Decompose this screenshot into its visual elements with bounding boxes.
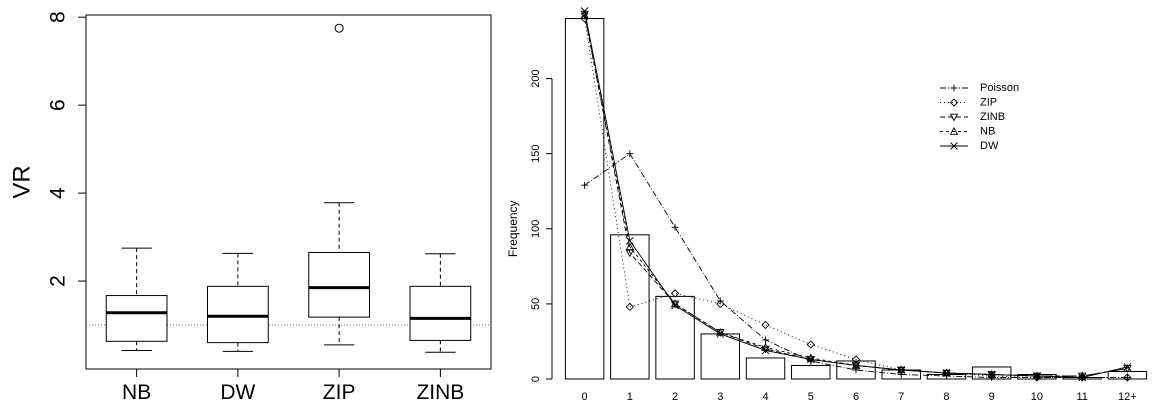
legend-label: DW	[980, 140, 999, 152]
box-iqr	[409, 285, 472, 341]
box-iqr	[207, 285, 269, 344]
series-point	[761, 320, 770, 330]
legend-marker	[949, 127, 959, 135]
x-tick-label: ZIP	[323, 381, 356, 404]
y-tick-label: 100	[530, 220, 542, 238]
y-tick-label: 150	[530, 145, 542, 163]
series-dw	[580, 7, 1132, 382]
x-tick-label: ZINB	[416, 381, 464, 404]
series-point	[671, 301, 679, 310]
frequency-bar	[700, 333, 741, 380]
series-point	[671, 223, 679, 231]
legend: Poisson ZIP ZINB NB DW	[940, 82, 1019, 152]
x-tick-label: NB	[122, 381, 151, 404]
x-tick-label: 10	[1031, 391, 1043, 403]
series-point	[852, 361, 860, 370]
series-line	[584, 15, 1128, 377]
y-tick-label: 50	[530, 298, 542, 310]
y-tick-label: 0	[530, 376, 542, 382]
x-tick-label: 0	[582, 391, 588, 403]
box-zinb	[409, 253, 472, 353]
series-point	[1123, 363, 1132, 371]
series-point	[670, 289, 680, 298]
frequency-bar	[745, 357, 786, 380]
series-point	[762, 336, 770, 344]
series-point	[897, 366, 906, 374]
legend-marker	[950, 84, 958, 92]
y-tick-label: 200	[530, 69, 542, 87]
series-point	[580, 7, 589, 15]
series-point	[806, 340, 815, 349]
box-iqr	[105, 295, 168, 342]
outlier-point	[334, 23, 344, 33]
legend-marker	[950, 142, 958, 150]
box-dw	[207, 252, 269, 352]
x-tick-label: 2	[672, 391, 678, 403]
x-tick-label: DW	[220, 381, 255, 404]
x-tick-label: 8	[943, 391, 949, 403]
legend-label: ZIP	[980, 97, 997, 109]
series-point	[942, 369, 951, 377]
y-tick-label: 8	[47, 11, 70, 23]
series-point	[625, 242, 635, 251]
series-point	[806, 355, 815, 364]
box-zip	[308, 23, 370, 346]
series-point	[1123, 373, 1132, 382]
series-point	[626, 236, 634, 245]
series-point	[1078, 373, 1086, 382]
legend-marker	[949, 113, 959, 122]
y-tick-label: 4	[47, 187, 70, 199]
series-point	[716, 330, 725, 338]
x-tick-label: 6	[853, 391, 859, 403]
plot-frame	[85, 14, 492, 370]
series-point	[1123, 373, 1131, 381]
x-tick-label: 5	[808, 391, 814, 403]
x-tick-label: 12+	[1118, 391, 1137, 403]
x-tick-label: 4	[762, 391, 768, 403]
y-axis-label: VR	[9, 165, 36, 198]
series-point	[580, 14, 589, 23]
y-tick-label: 6	[47, 99, 70, 111]
frequency-bar	[564, 18, 605, 380]
series-point	[1033, 372, 1041, 380]
x-tick-label: 1	[627, 391, 633, 403]
series-point	[852, 366, 860, 374]
series-point	[626, 150, 634, 158]
legend-marker	[949, 98, 959, 107]
x-tick-label: 7	[898, 391, 904, 403]
series-line	[584, 18, 1128, 378]
frequency-bar	[655, 295, 695, 380]
frequency-bar	[791, 364, 831, 380]
x-tick-label: 3	[717, 391, 723, 403]
legend-label: NB	[980, 126, 995, 138]
x-tick-label: 9	[989, 391, 995, 403]
series-point	[581, 181, 589, 189]
x-tick-label: 11	[1076, 391, 1087, 403]
y-axis-label: Frequency	[506, 200, 520, 257]
box-nb	[105, 247, 168, 352]
vr-boxplot: 2 4 6 8 VR NB DW ZIP ZINB	[9, 11, 492, 404]
legend-label: ZINB	[980, 111, 1005, 123]
box-iqr	[308, 251, 370, 318]
y-tick-label: 2	[47, 275, 70, 287]
legend-label: Poisson	[980, 82, 1019, 94]
series-point	[716, 299, 725, 309]
series-point	[761, 346, 770, 355]
series-point	[580, 11, 589, 19]
doctor-visits-frequency-chart: 050100150200Frequency0123456789101112+Do…	[506, 7, 1148, 407]
series-point	[625, 302, 634, 312]
series-point	[897, 370, 905, 378]
series-point	[987, 370, 996, 379]
